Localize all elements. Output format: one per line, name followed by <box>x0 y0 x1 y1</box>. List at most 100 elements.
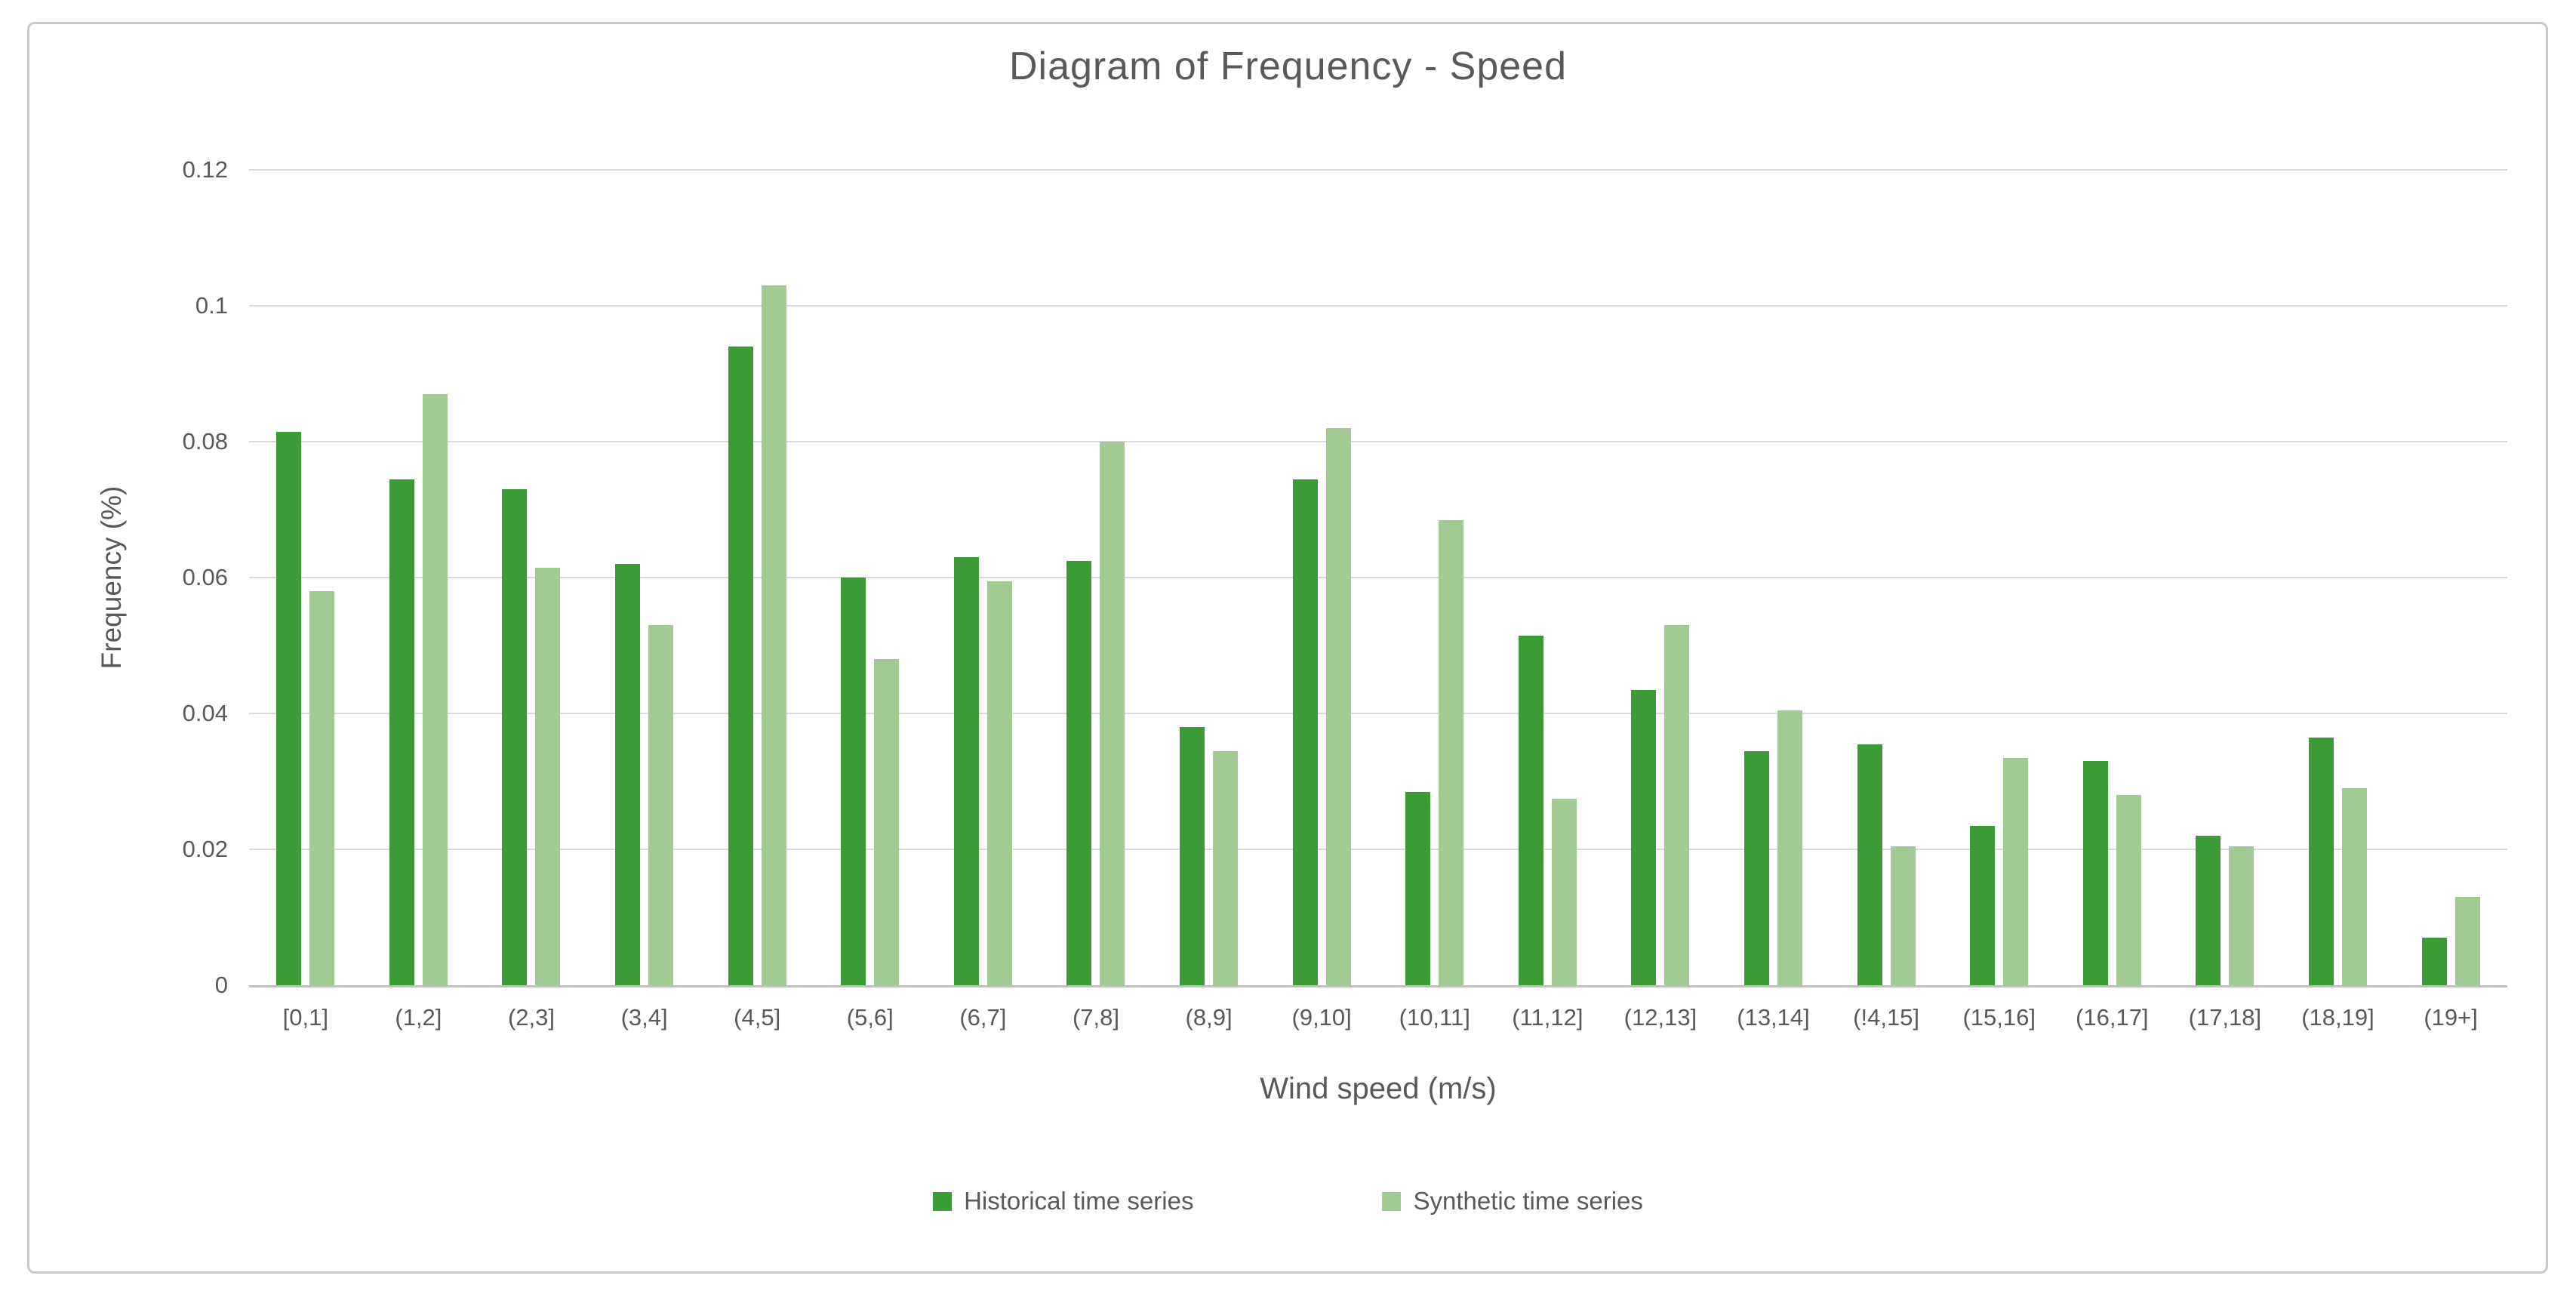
bar-historical-13 <box>1744 750 1770 985</box>
gridline <box>249 169 2507 171</box>
bar-historical-17 <box>2196 836 2221 985</box>
bar-historical-1 <box>389 479 414 985</box>
x-tick-label: (2,3] <box>507 1004 555 1031</box>
bar-synthetic-1 <box>422 394 448 985</box>
gridline <box>249 713 2507 715</box>
legend: Historical time series Synthetic time ser… <box>0 1187 2576 1215</box>
bar-synthetic-6 <box>986 581 1012 985</box>
bar-group <box>2394 170 2507 985</box>
bar-historical-12 <box>1631 689 1657 985</box>
bar-historical-15 <box>1970 825 1996 985</box>
x-tick-label: (17,18] <box>2188 1004 2262 1031</box>
legend-label-historical: Historical time series <box>964 1187 1194 1215</box>
bar-group <box>927 170 1040 985</box>
bar-synthetic-14 <box>1890 846 1916 985</box>
bar-synthetic-3 <box>648 625 674 985</box>
bar-synthetic-16 <box>2116 795 2141 985</box>
bar-historical-10 <box>1405 791 1431 985</box>
y-tick-label: 0 <box>214 972 228 998</box>
bar-historical-9 <box>1292 479 1318 985</box>
bar-group <box>700 170 814 985</box>
legend-swatch-historical <box>933 1191 953 1211</box>
bar-group <box>362 170 475 985</box>
bar-historical-14 <box>1857 744 1882 985</box>
bar-synthetic-12 <box>1664 625 1690 985</box>
x-tick-label: (4,5] <box>734 1004 781 1031</box>
x-tick-label: (1,2] <box>395 1004 442 1031</box>
x-tick-label: (16,17] <box>2076 1004 2149 1031</box>
legend-item-synthetic: Synthetic time series <box>1382 1187 1643 1215</box>
y-tick-label: 0.02 <box>182 836 228 862</box>
bar-synthetic-18 <box>2341 788 2367 985</box>
gridline <box>249 305 2507 307</box>
bar-synthetic-11 <box>1551 798 1577 985</box>
bar-group <box>1265 170 1378 985</box>
bar-synthetic-19 <box>2454 897 2480 985</box>
x-tick-label: (15,16] <box>1962 1004 2036 1031</box>
y-tick-label: 0.04 <box>182 700 228 726</box>
bar-historical-7 <box>1066 560 1092 985</box>
bar-group <box>1943 170 2056 985</box>
x-axis-ticks: [0,1] (1,2] (2,3] (3,4] (4,5] (5,6] (6,7] (7,8]… <box>249 1004 2507 1031</box>
bar-synthetic-7 <box>1100 442 1125 985</box>
bar-group <box>1830 170 1943 985</box>
y-tick-label: 0.12 <box>182 156 228 183</box>
bar-historical-0 <box>276 431 302 985</box>
x-tick-label: (8,9] <box>1185 1004 1233 1031</box>
x-tick-label: (11,12] <box>1512 1004 1583 1031</box>
bar-group <box>1717 170 1830 985</box>
chart-title: Diagram of Frequency - Speed <box>1008 45 1567 88</box>
x-axis-title: Wind speed (m/s) <box>1260 1072 1497 1105</box>
bar-historical-19 <box>2421 938 2447 985</box>
bar-group <box>475 170 588 985</box>
bar-group <box>1153 170 1266 985</box>
bar-synthetic-8 <box>1213 750 1239 985</box>
x-tick-label: (18,19] <box>2301 1004 2374 1031</box>
bar-synthetic-15 <box>2003 757 2029 985</box>
bar-group <box>2168 170 2282 985</box>
bar-historical-16 <box>2082 761 2108 985</box>
x-tick-label: (7,8] <box>1072 1004 1119 1031</box>
bar-synthetic-0 <box>309 591 335 985</box>
bar-group <box>814 170 927 985</box>
x-tick-label: (9,10] <box>1291 1004 1352 1031</box>
gridline <box>249 849 2507 851</box>
bar-group <box>2282 170 2395 985</box>
y-tick-label: 0.06 <box>182 564 228 590</box>
plot-area <box>249 169 2507 987</box>
bar-synthetic-9 <box>1325 428 1351 985</box>
x-tick-label: [0,1] <box>282 1004 328 1031</box>
bar-historical-2 <box>502 489 528 985</box>
bar-synthetic-17 <box>2229 846 2254 985</box>
x-tick-label: (13,14] <box>1737 1004 1810 1031</box>
legend-swatch-synthetic <box>1382 1191 1402 1211</box>
bar-historical-3 <box>615 564 641 985</box>
bar-synthetic-13 <box>1777 710 1803 985</box>
legend-label-synthetic: Synthetic time series <box>1413 1187 1643 1215</box>
x-tick-label: (5,6] <box>846 1004 894 1031</box>
bar-historical-5 <box>841 578 866 985</box>
x-tick-label: (6,7] <box>959 1004 1007 1031</box>
y-tick-label: 0.08 <box>182 428 228 454</box>
bar-group <box>2056 170 2169 985</box>
bar-synthetic-10 <box>1439 519 1464 985</box>
bar-group <box>1039 170 1153 985</box>
bar-group <box>1491 170 1605 985</box>
bar-synthetic-4 <box>761 285 786 985</box>
bar-group <box>1378 170 1491 985</box>
x-tick-label: (19+] <box>2424 1004 2478 1031</box>
bar-historical-4 <box>728 347 753 985</box>
bar-group <box>1604 170 1717 985</box>
x-tick-label: (!4,15] <box>1853 1004 1920 1031</box>
gridline <box>249 441 2507 443</box>
bar-groups <box>249 170 2507 985</box>
x-tick-label: (3,4] <box>620 1004 668 1031</box>
bar-historical-6 <box>953 557 979 985</box>
legend-item-historical: Historical time series <box>933 1187 1193 1215</box>
bar-group <box>588 170 701 985</box>
y-tick-label: 0.1 <box>195 292 228 319</box>
bar-historical-8 <box>1180 727 1205 985</box>
bar-historical-18 <box>2308 737 2334 985</box>
bar-group <box>249 170 362 985</box>
